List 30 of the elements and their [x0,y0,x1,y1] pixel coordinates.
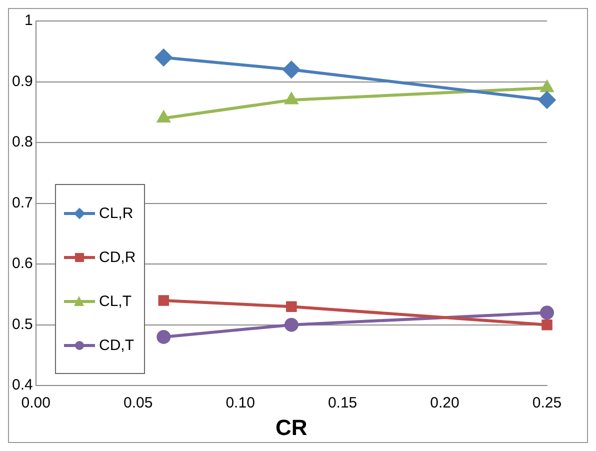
point [282,61,300,78]
point [158,295,170,306]
point [284,318,298,332]
y-tick-label: 0.8 [12,134,33,151]
y-tick-label: 0.7 [12,194,33,212]
point [540,306,554,320]
legend-label: CL,R [99,204,134,222]
legend-label: CD,T [99,336,134,354]
point [542,319,552,330]
legend-label: CL,T [99,292,132,310]
x-tick-label: 0.25 [532,394,562,412]
x-tick-label: 0.20 [430,394,460,412]
legend-label: CD,R [99,248,136,266]
y-tick-label: 0.6 [12,255,33,272]
x-axis-title: CR [276,414,308,440]
y-tick-label: 1 [24,12,33,30]
x-tick-label: 0.15 [328,394,358,412]
x-tick-label: 0.00 [21,394,50,412]
x-tick-label: 0.10 [226,394,255,412]
y-tick-label: 0.4 [12,376,33,394]
point [157,111,170,122]
point [285,92,298,104]
point [540,80,554,92]
x-tick-label: 0.05 [123,394,153,412]
point [155,48,172,66]
y-tick-label: 0.5 [12,316,33,333]
point [538,91,556,108]
y-tick-label: 0.9 [12,72,33,90]
point [286,301,297,312]
point [156,330,171,344]
